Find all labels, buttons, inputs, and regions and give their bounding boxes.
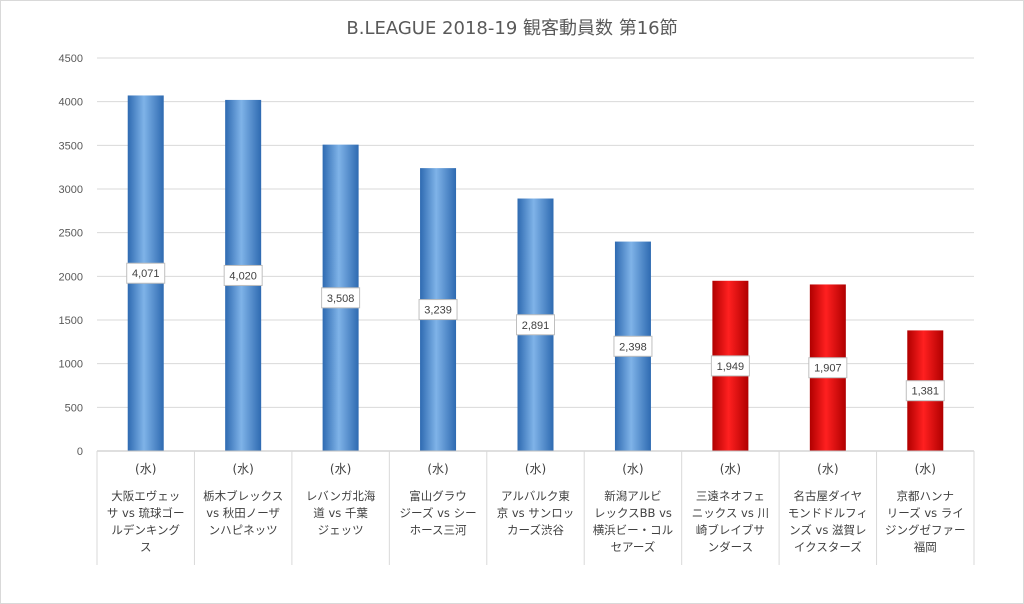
data-label: 1,949 <box>717 361 745 373</box>
x-category-label: レックスBB vs <box>594 506 672 520</box>
x-category-label: vs 秋田ノーザ <box>206 506 280 520</box>
x-category-label: セアーズ <box>611 540 656 554</box>
y-tick-label: 4000 <box>59 97 83 109</box>
x-category-label: サ vs 琉球ゴー <box>107 506 185 520</box>
x-day-label: (水) <box>622 462 643 476</box>
x-category-label: ンハピネッツ <box>209 523 278 537</box>
x-category-label: 三遠ネオフェ <box>696 489 765 503</box>
x-category-label: リーズ vs ライ <box>887 506 964 520</box>
data-label-box <box>418 299 458 321</box>
x-category-label: ホース三河 <box>410 523 467 537</box>
data-label-box <box>613 335 653 357</box>
x-category-label: 新潟アルビ <box>604 489 661 503</box>
data-label-box <box>516 314 555 336</box>
data-label: 4,020 <box>229 270 257 282</box>
y-tick-label: 1000 <box>59 359 83 371</box>
x-day-label: (水) <box>817 462 838 476</box>
x-category-label: カーズ渋谷 <box>507 523 564 537</box>
x-day-label: (水) <box>720 462 741 476</box>
x-category-label: 道 vs 千葉 <box>313 506 368 520</box>
y-tick-label: 1500 <box>59 315 83 327</box>
x-category-label: 栃木ブレックス <box>203 489 283 503</box>
y-tick-label: 2500 <box>59 228 83 240</box>
y-tick-label: 2000 <box>59 271 83 283</box>
x-category-label: レバンガ北海 <box>306 489 376 503</box>
x-category-label: ジーズ vs シー <box>400 506 477 520</box>
x-category-label: 横浜ビー・コル <box>593 523 674 537</box>
data-label-box <box>126 262 166 284</box>
x-category-label: ルデンキング <box>111 523 180 537</box>
data-label: 2,398 <box>619 341 647 353</box>
y-tick-label: 3500 <box>59 140 83 152</box>
data-label-box <box>905 380 945 402</box>
x-category-label: 崎ブレイブサ <box>696 523 765 537</box>
x-category-label: ジェッツ <box>318 523 364 537</box>
x-category-label: ンダース <box>708 540 753 554</box>
y-tick-label: 0 <box>77 446 83 458</box>
y-tick-label: 500 <box>65 402 83 414</box>
x-day-label: (水) <box>427 462 448 476</box>
x-category-label: ニックス vs 川 <box>692 506 769 520</box>
x-category-label: ンズ vs 滋賀レ <box>789 523 866 537</box>
x-day-label: (水) <box>525 462 546 476</box>
data-label: 4,071 <box>132 268 160 280</box>
data-label-box <box>321 287 361 309</box>
x-category-label: アルバルク東 <box>501 489 570 503</box>
x-category-label: 大阪エヴェッ <box>111 489 180 503</box>
y-tick-label: 3000 <box>59 184 83 196</box>
data-label-box <box>808 357 848 379</box>
data-label: 1,381 <box>912 386 940 398</box>
data-label-box <box>223 264 263 286</box>
data-label: 3,239 <box>424 305 452 317</box>
x-category-label: 名古屋ダイヤ <box>794 489 863 503</box>
y-tick-label: 4500 <box>59 53 83 65</box>
x-category-label: 京 vs サンロッ <box>497 506 575 520</box>
x-category-label: ジングゼファー <box>885 523 966 537</box>
data-label-box <box>710 355 750 377</box>
data-label: 1,907 <box>814 363 842 375</box>
data-label: 2,891 <box>522 320 550 332</box>
x-day-label: (水) <box>135 462 156 476</box>
x-category-label: イクスターズ <box>794 540 862 554</box>
x-category-label: 富山グラウ <box>409 489 467 503</box>
data-label: 3,508 <box>327 293 355 305</box>
chart-title: B.LEAGUE 2018-19 観客動員数 第16節 <box>346 18 678 39</box>
x-day-label: (水) <box>915 462 936 476</box>
x-category-label: 福岡 <box>914 540 937 554</box>
x-day-label: (水) <box>232 462 253 476</box>
x-day-label: (水) <box>330 462 351 476</box>
x-category-label: ス <box>140 540 152 554</box>
x-category-label: モンドドルフィ <box>788 506 868 520</box>
x-category-label: 京都ハンナ <box>897 489 955 503</box>
